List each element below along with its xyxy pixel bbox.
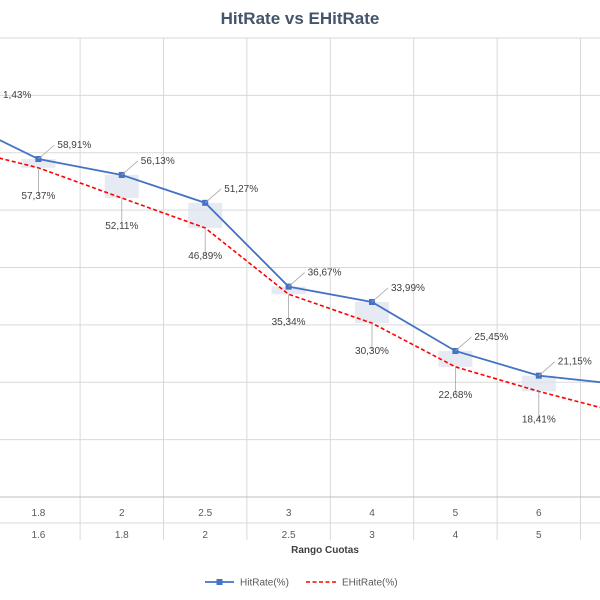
grid — [0, 37, 600, 540]
data-label: 1,43% — [3, 90, 31, 101]
x-tick-upper: 1.8 — [31, 508, 45, 519]
x-tick-upper: 4 — [369, 508, 375, 519]
data-label: 18,41% — [522, 414, 556, 425]
x-tick-lower: 2.5 — [282, 530, 296, 541]
data-label: 46,89% — [188, 251, 222, 262]
data-label: 21,15% — [558, 357, 592, 368]
hit-diff-band — [21, 159, 56, 168]
series-markers — [35, 156, 542, 379]
x-tick-upper: 2 — [119, 508, 125, 519]
label-leader — [455, 336, 472, 352]
data-label: 56,13% — [141, 156, 175, 167]
x-tick-lower: 1.8 — [115, 530, 129, 541]
data-label: 36,67% — [308, 268, 342, 279]
label-leader — [38, 144, 55, 160]
x-tick-lower: 3 — [369, 530, 375, 541]
label-leader — [204, 188, 222, 204]
x-tick-upper: 6 — [536, 508, 542, 519]
ehitrate-line — [0, 157, 600, 409]
data-label: 51,27% — [224, 184, 258, 195]
hit-diff-band — [271, 286, 306, 295]
hit-diff-band — [104, 174, 139, 199]
label-leader — [538, 361, 556, 376]
x-tick-lower: 4 — [453, 530, 459, 541]
x-tick-lower: 5 — [536, 530, 542, 541]
label-leader — [121, 160, 139, 176]
x-axis-title: Rango Cuotas — [291, 545, 359, 556]
hit-diff-band — [355, 301, 389, 324]
x-tick-lower: 2 — [202, 530, 208, 541]
x-tick-lower: 1.6 — [31, 530, 45, 541]
legend: HitRate(%) EHitRate(%) — [205, 578, 398, 589]
series-lines — [0, 139, 600, 409]
x-tick-upper: 2.5 — [198, 508, 212, 519]
hitrate-line — [0, 139, 600, 384]
high-low-bands — [21, 159, 556, 392]
data-label: 58,91% — [57, 140, 91, 151]
x-tick-upper: 5 — [453, 508, 459, 519]
data-label: 35,34% — [272, 317, 306, 328]
label-leader — [288, 272, 305, 287]
data-label: 33,99% — [391, 283, 425, 294]
legend-hitrate-marker — [216, 579, 223, 585]
x-tick-upper: 3 — [286, 508, 292, 519]
data-label: 25,45% — [474, 332, 508, 343]
data-label: 57,37% — [21, 191, 55, 202]
chart-title: HitRate vs EHitRate — [221, 9, 380, 28]
data-label: 30,30% — [355, 346, 389, 357]
legend-hitrate-label: HitRate(%) — [240, 578, 289, 589]
hit-diff-band — [521, 375, 556, 392]
legend-ehitrate-label: EHitRate(%) — [342, 578, 398, 589]
label-leader — [371, 287, 389, 303]
data-labels: 1,43% 58,91% 56,13% 51,27% 36,67% 33,99% 25,45… — [3, 90, 592, 425]
data-label: 22,68% — [438, 390, 472, 401]
data-label: 52,11% — [105, 221, 138, 232]
